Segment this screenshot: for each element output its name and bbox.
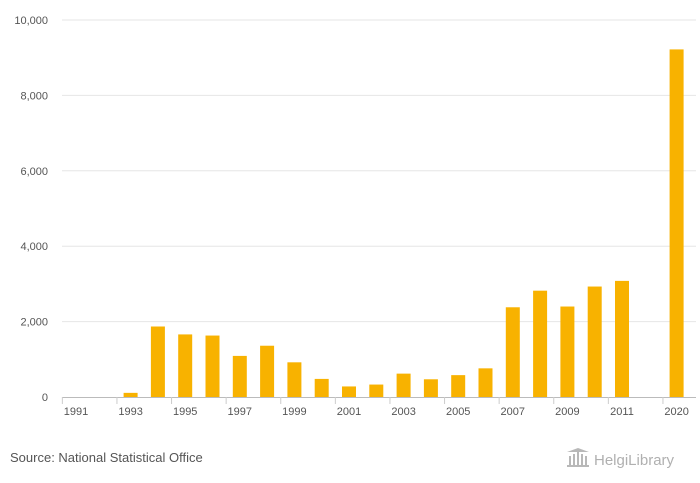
y-tick-label: 2,000 (20, 317, 48, 329)
x-tick-label: 1995 (173, 406, 197, 418)
x-tick-label: 1993 (118, 406, 142, 418)
y-tick-label: 4,000 (20, 241, 48, 253)
y-tick-label: 6,000 (20, 166, 48, 178)
bar-2010[interactable] (587, 286, 602, 397)
x-tick-label: 1997 (228, 406, 252, 418)
bar-2003[interactable] (396, 373, 411, 397)
bars (123, 49, 684, 397)
bar-2002[interactable] (369, 384, 384, 397)
bar-1999[interactable] (287, 362, 302, 397)
bar-1996[interactable] (205, 335, 220, 397)
x-tick-label: 2001 (337, 406, 361, 418)
brand-logo[interactable]: HelgiLibrary (566, 447, 692, 473)
x-tick-label: 1999 (282, 406, 306, 418)
y-tick-label: 0 (42, 392, 48, 404)
bar-2000[interactable] (314, 378, 329, 397)
x-tick-label: 2011 (610, 406, 634, 418)
bar-2009[interactable] (560, 306, 575, 397)
bar-1997[interactable] (232, 355, 247, 397)
bar-1994[interactable] (150, 326, 165, 397)
source-note: Source: National Statistical Office (10, 450, 203, 465)
x-tick-label: 2009 (555, 406, 579, 418)
bar-chart: 0 2,000 4,000 6,000 8,000 10,000 1991 1993 1995… (14, 15, 696, 418)
x-axis-ticks: 1991 1993 1995 1997 1999 2001 2003 2005 2007 2009… (61, 397, 689, 418)
x-tick-label: 2020 (664, 406, 688, 418)
bar-2011[interactable] (615, 280, 629, 397)
x-tick-label: 1991 (64, 406, 88, 418)
bar-2020[interactable] (669, 49, 684, 397)
x-tick-label: 2007 (501, 406, 525, 418)
brand-name: HelgiLibrary (594, 451, 675, 469)
bar-1993[interactable] (123, 392, 138, 397)
bar-2004[interactable] (423, 379, 438, 397)
gridlines (62, 19, 696, 323)
bar-2006[interactable] (478, 368, 493, 397)
bar-1998[interactable] (260, 345, 275, 397)
y-tick-label: 8,000 (20, 90, 48, 102)
bar-2001[interactable] (342, 386, 356, 397)
x-tick-label: 2003 (391, 406, 415, 418)
bar-2005[interactable] (451, 375, 466, 397)
x-tick-label: 2005 (446, 406, 470, 418)
bar-2007[interactable] (505, 307, 520, 397)
bar-1995[interactable] (178, 334, 193, 397)
library-building-icon (566, 447, 590, 473)
y-tick-label: 10,000 (14, 15, 48, 27)
y-axis-ticks: 0 2,000 4,000 6,000 8,000 10,000 (14, 15, 48, 404)
bar-2008[interactable] (533, 290, 548, 397)
